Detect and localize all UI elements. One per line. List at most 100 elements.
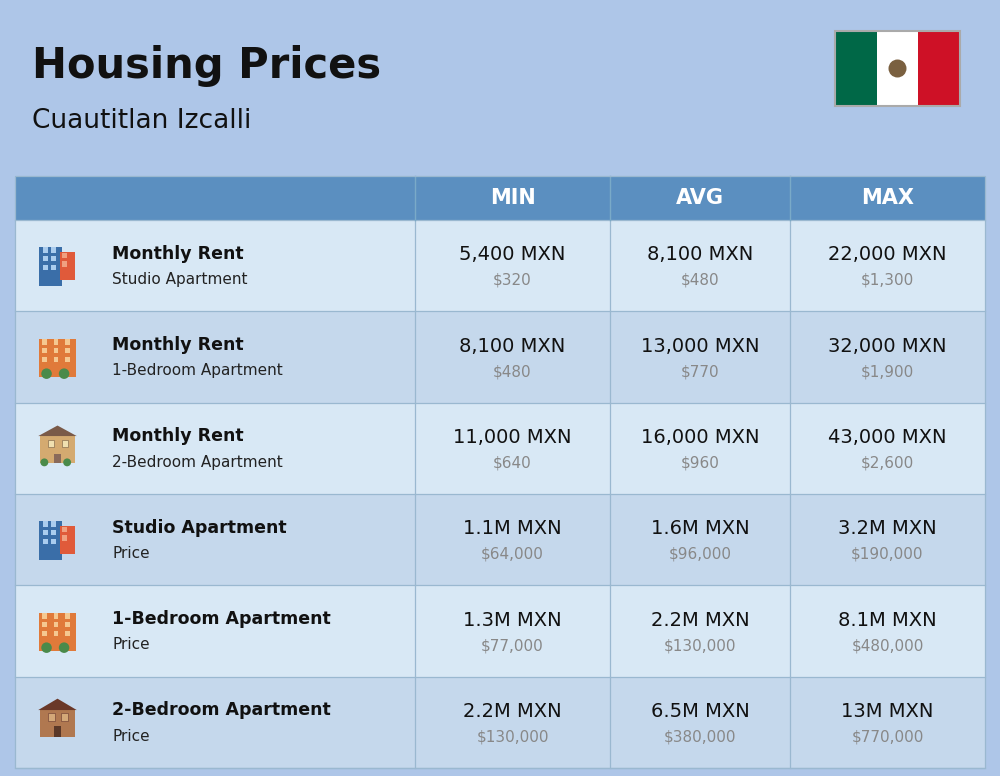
Text: Cuautitlan Izcalli: Cuautitlan Izcalli — [32, 108, 251, 134]
Circle shape — [41, 643, 52, 653]
Bar — [43, 256, 48, 262]
Bar — [51, 539, 56, 544]
Bar — [62, 535, 67, 541]
Circle shape — [889, 60, 906, 78]
Text: 1-Bedroom Apartment: 1-Bedroom Apartment — [112, 363, 283, 378]
Text: $130,000: $130,000 — [476, 729, 549, 744]
Text: $2,600: $2,600 — [861, 456, 914, 470]
Bar — [15, 585, 985, 677]
Text: $130,000: $130,000 — [664, 638, 736, 653]
Text: Monthly Rent: Monthly Rent — [112, 428, 244, 445]
Text: 13M MXN: 13M MXN — [841, 702, 934, 721]
Text: Studio Apartment: Studio Apartment — [112, 272, 248, 287]
Text: 8,100 MXN: 8,100 MXN — [459, 337, 566, 355]
Text: Housing Prices: Housing Prices — [32, 45, 381, 87]
Bar — [15, 311, 985, 403]
Bar — [835, 31, 877, 106]
Text: $480: $480 — [493, 364, 532, 379]
Bar — [54, 348, 58, 354]
Text: Price: Price — [112, 637, 150, 652]
Bar — [39, 612, 76, 651]
Bar — [43, 521, 48, 526]
Text: 2.2M MXN: 2.2M MXN — [651, 611, 749, 629]
Bar — [40, 436, 75, 463]
Bar — [43, 248, 48, 252]
Text: $770: $770 — [681, 364, 719, 379]
Bar — [60, 251, 75, 279]
Bar — [39, 338, 76, 377]
Text: MIN: MIN — [490, 188, 535, 208]
Bar — [48, 439, 54, 448]
Bar — [54, 356, 58, 362]
Bar — [42, 339, 47, 345]
Text: Price: Price — [112, 546, 150, 561]
Text: $320: $320 — [493, 273, 532, 288]
Bar — [65, 356, 70, 362]
Bar — [54, 339, 58, 345]
Text: 6.5M MXN: 6.5M MXN — [651, 702, 749, 721]
Bar — [42, 356, 47, 362]
Bar — [15, 403, 985, 494]
Bar — [42, 348, 47, 354]
Circle shape — [63, 459, 71, 466]
Text: 13,000 MXN: 13,000 MXN — [641, 337, 759, 355]
Text: $640: $640 — [493, 456, 532, 470]
Bar — [39, 521, 62, 559]
Bar — [65, 339, 70, 345]
Text: 22,000 MXN: 22,000 MXN — [828, 245, 947, 264]
Text: $96,000: $96,000 — [668, 547, 732, 562]
Text: 1-Bedroom Apartment: 1-Bedroom Apartment — [112, 610, 331, 628]
Bar — [54, 622, 58, 628]
Text: 16,000 MXN: 16,000 MXN — [641, 428, 759, 447]
Bar — [51, 530, 56, 535]
Bar — [15, 220, 985, 311]
Bar — [15, 494, 985, 585]
Bar — [65, 348, 70, 354]
Bar — [54, 631, 58, 636]
Text: Monthly Rent: Monthly Rent — [112, 244, 244, 263]
Bar — [15, 176, 985, 220]
Text: 2-Bedroom Apartment: 2-Bedroom Apartment — [112, 455, 283, 469]
Bar — [42, 631, 47, 636]
Text: Monthly Rent: Monthly Rent — [112, 336, 244, 354]
Bar — [65, 631, 70, 636]
Text: 5,400 MXN: 5,400 MXN — [459, 245, 566, 264]
Bar — [62, 526, 67, 532]
Circle shape — [59, 643, 69, 653]
Bar — [51, 521, 56, 526]
Bar — [61, 712, 68, 722]
Bar — [54, 613, 58, 618]
Bar — [51, 265, 56, 270]
Text: $1,900: $1,900 — [861, 364, 914, 379]
Text: 1.3M MXN: 1.3M MXN — [463, 611, 562, 629]
Bar — [39, 248, 62, 286]
Bar — [40, 710, 75, 737]
Bar — [60, 525, 75, 554]
Text: $190,000: $190,000 — [851, 547, 924, 562]
Bar — [62, 252, 67, 258]
Text: $1,300: $1,300 — [861, 273, 914, 288]
Text: AVG: AVG — [676, 188, 724, 208]
Text: Studio Apartment: Studio Apartment — [112, 519, 287, 537]
Text: $480,000: $480,000 — [851, 638, 924, 653]
Bar — [65, 613, 70, 618]
Polygon shape — [38, 698, 77, 710]
Bar — [51, 248, 56, 252]
Text: $480: $480 — [681, 273, 719, 288]
Bar — [65, 622, 70, 628]
Text: Price: Price — [112, 729, 150, 743]
Circle shape — [41, 369, 52, 379]
Bar — [62, 262, 67, 266]
Bar — [42, 613, 47, 618]
Text: $77,000: $77,000 — [481, 638, 544, 653]
Bar — [43, 265, 48, 270]
Bar — [877, 31, 918, 106]
Polygon shape — [38, 425, 77, 436]
Bar — [48, 712, 55, 722]
Text: 11,000 MXN: 11,000 MXN — [453, 428, 572, 447]
Text: 8,100 MXN: 8,100 MXN — [647, 245, 753, 264]
Bar — [62, 439, 68, 448]
Bar — [835, 31, 960, 106]
Text: 8.1M MXN: 8.1M MXN — [838, 611, 937, 629]
Text: $960: $960 — [681, 456, 719, 470]
